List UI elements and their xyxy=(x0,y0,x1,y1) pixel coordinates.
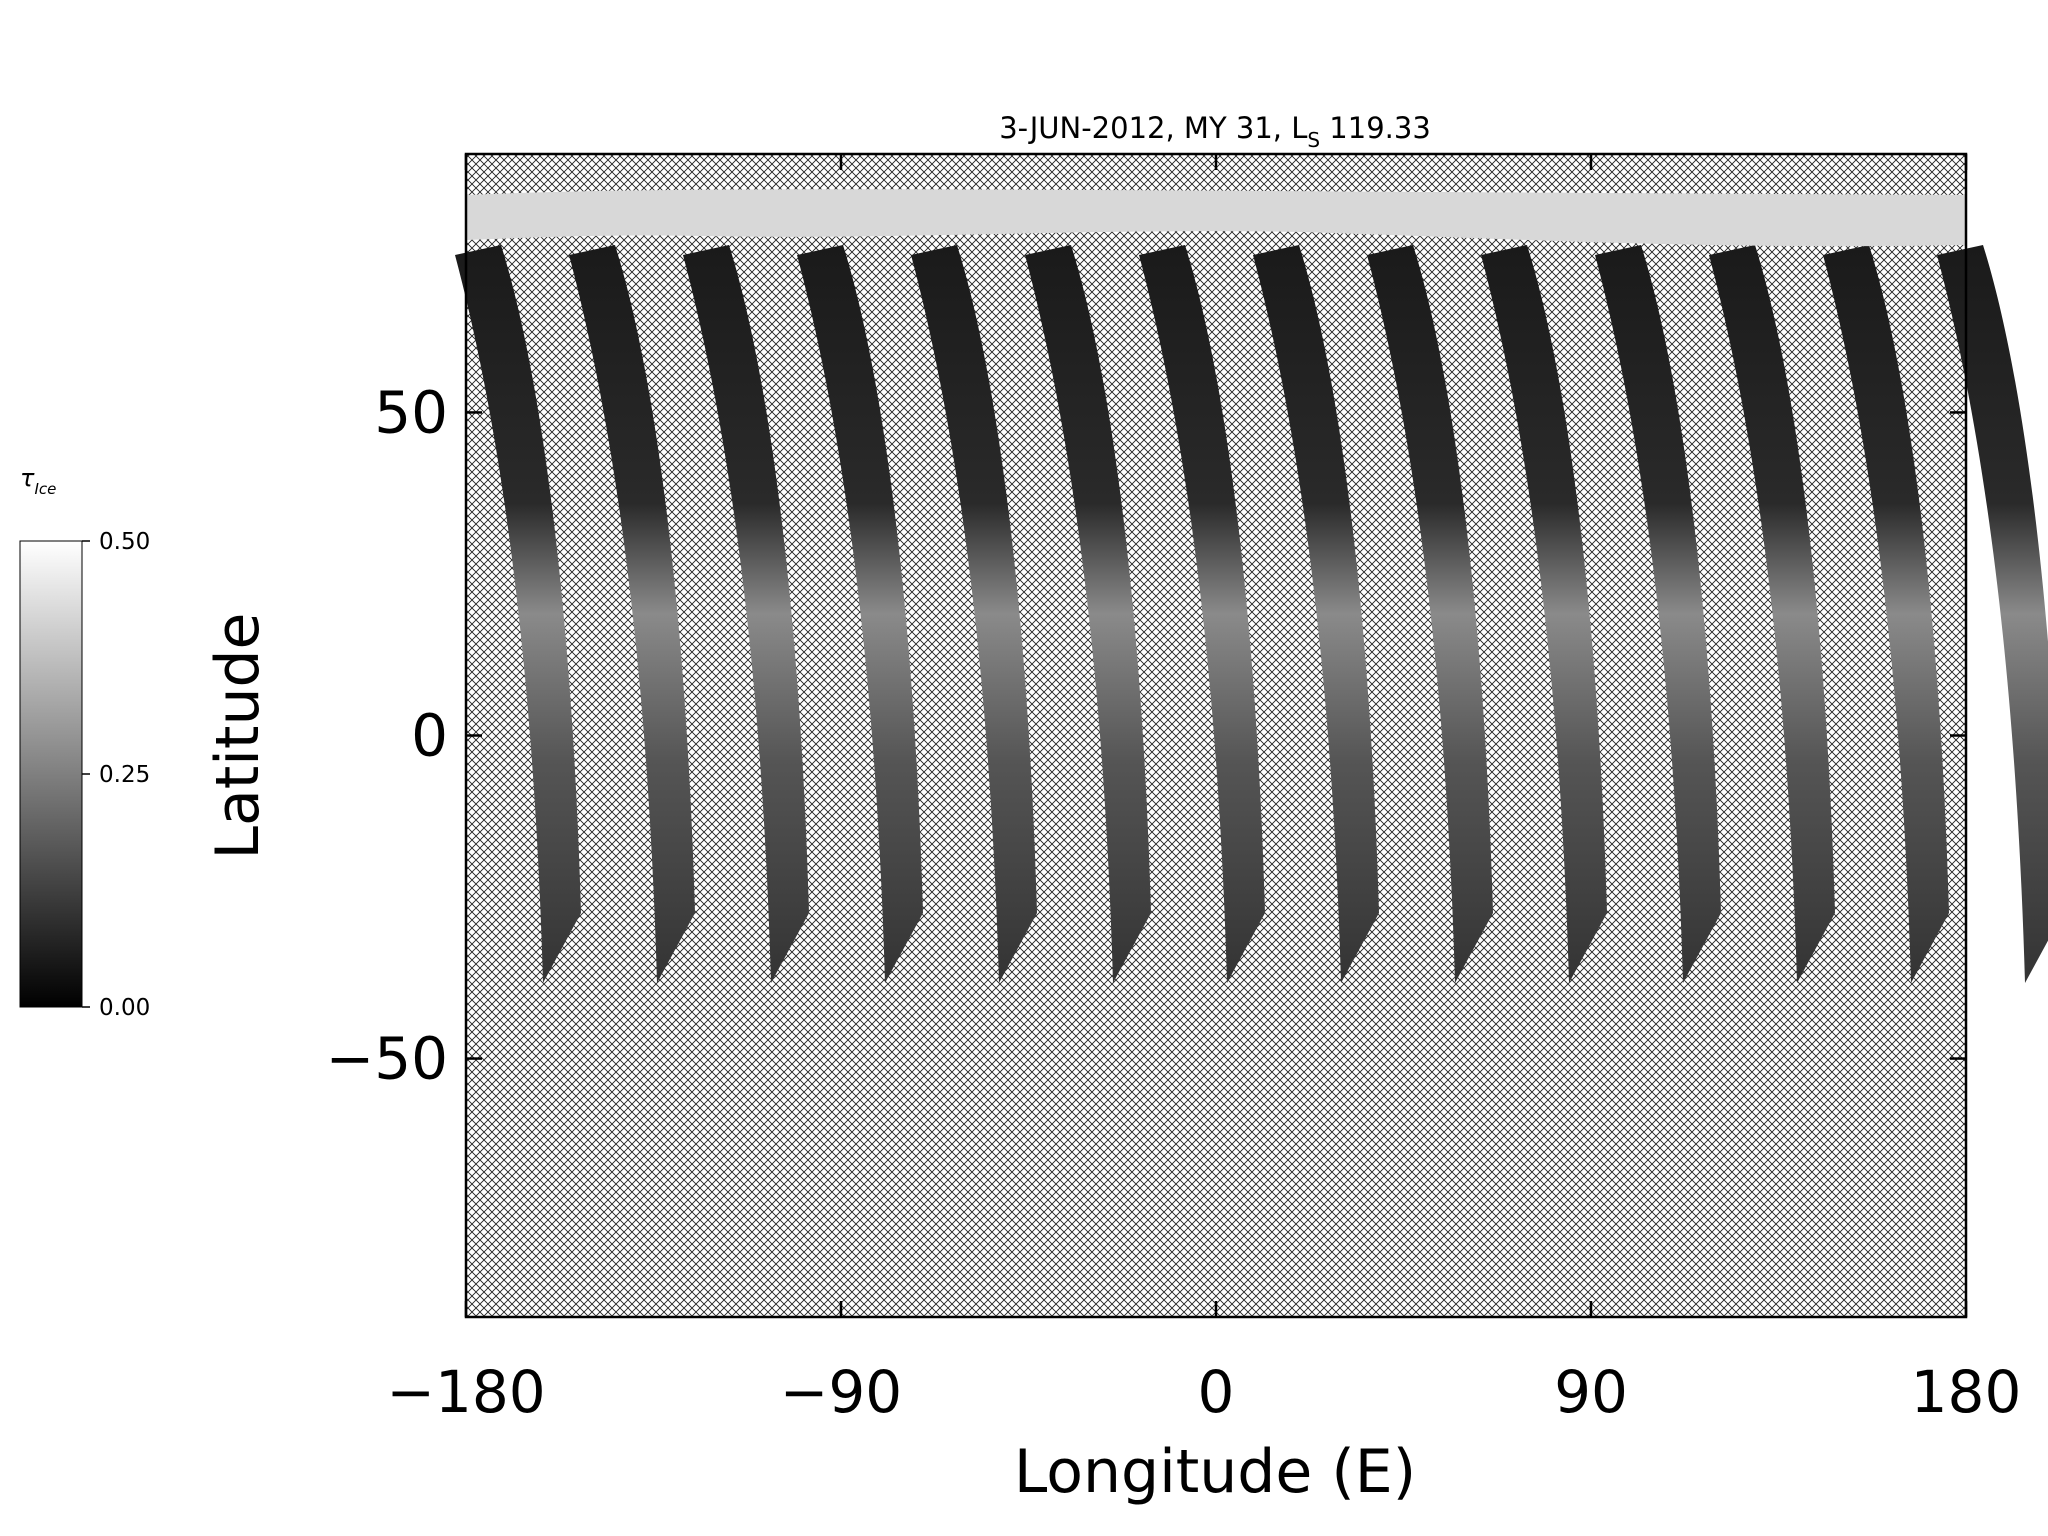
y-tick-label: 0 xyxy=(411,702,448,770)
colorbar xyxy=(19,540,83,1008)
colorbar-subscript: Ice xyxy=(34,480,56,498)
swath xyxy=(1709,245,1835,983)
x-tick-label: −180 xyxy=(386,1358,545,1426)
x-axis-label: Longitude (E) xyxy=(1014,1437,1416,1507)
colorbar-tick-label: 0.50 xyxy=(99,529,150,555)
title-subscript: S xyxy=(1307,128,1320,152)
swath xyxy=(1253,245,1379,983)
swath xyxy=(1025,245,1151,983)
colorbar-tick-label: 0.00 xyxy=(99,995,150,1021)
x-tick-label: 90 xyxy=(1554,1358,1628,1426)
chart-title: 3-JUN-2012, MY 31, LS 119.33 xyxy=(999,111,1431,152)
swath xyxy=(1481,245,1607,983)
swath xyxy=(797,245,923,983)
x-tick-label: 0 xyxy=(1198,1358,1235,1426)
title-suffix: 119.33 xyxy=(1320,111,1431,145)
swath xyxy=(1367,245,1493,983)
colorbar-symbol: τ xyxy=(20,464,35,492)
swath xyxy=(683,245,809,983)
colorbar-label: τIce xyxy=(20,464,56,498)
x-tick-label: 180 xyxy=(1911,1358,2022,1426)
swath xyxy=(1139,245,1265,983)
swaths xyxy=(455,245,2048,983)
swath xyxy=(1937,245,2048,983)
y-axis-label: Latitude xyxy=(203,613,273,860)
swath xyxy=(569,245,695,983)
swath xyxy=(911,245,1037,983)
swath xyxy=(1595,245,1721,983)
y-tick-label: −50 xyxy=(326,1025,448,1093)
swath xyxy=(455,245,581,983)
x-tick-label: −90 xyxy=(780,1358,902,1426)
polar-band xyxy=(466,189,1966,247)
title-text: 3-JUN-2012, MY 31, L xyxy=(999,111,1307,145)
colorbar-tick-label: 0.25 xyxy=(99,762,150,788)
swath xyxy=(1823,245,1949,983)
y-tick-label: 50 xyxy=(374,378,448,446)
